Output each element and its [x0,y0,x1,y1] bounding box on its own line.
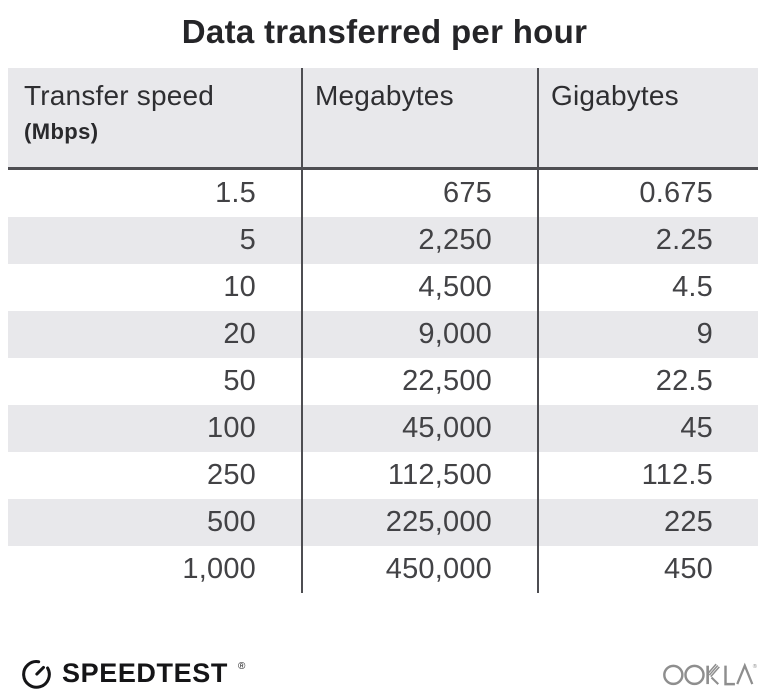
cell-speed: 500 [8,499,302,546]
table-row: 10 4,500 4.5 [8,264,758,311]
cell-megabytes: 112,500 [301,452,538,499]
cell-megabytes: 22,500 [301,358,538,405]
ookla-wordmark-icon: ® [663,658,757,688]
cell-megabytes: 9,000 [301,311,538,358]
table-row: 250 112,500 112.5 [8,452,758,499]
registered-mark: ® [237,660,246,672]
cell-gigabytes: 9 [537,311,758,358]
cell-speed: 250 [8,452,302,499]
table-row: 5 2,250 2.25 [8,217,758,264]
column-header-gigabytes: Gigabytes [537,68,758,170]
column-header-transfer-speed: Transfer speed (Mbps) [8,68,302,170]
cell-speed: 10 [8,264,302,311]
cell-gigabytes: 225 [537,499,758,546]
cell-speed: 1,000 [8,546,302,593]
cell-gigabytes: 112.5 [537,452,758,499]
cell-megabytes: 450,000 [301,546,538,593]
data-table: Transfer speed (Mbps) Megabytes Gigabyte… [8,68,758,593]
table-row: 1,000 450,000 450 [8,546,758,593]
cell-megabytes: 675 [301,168,538,217]
cell-gigabytes: 22.5 [537,358,758,405]
ookla-logo: ® OOKLA® [663,658,757,688]
cell-speed: 100 [8,405,302,452]
speedtest-wordmark: SPEEDTEST [62,657,228,688]
speedtest-gauge-icon [20,657,53,690]
column-header-megabytes: Megabytes [301,68,538,170]
cell-gigabytes: 450 [537,546,758,593]
table-row: 100 45,000 45 [8,405,758,452]
table-row: 50 22,500 22.5 [8,358,758,405]
cell-gigabytes: 4.5 [537,264,758,311]
footer: SPEEDTEST ® ® OOKLA® [20,652,757,694]
table-row: 500 225,000 225 [8,499,758,546]
header-row: Transfer speed (Mbps) Megabytes Gigabyte… [8,68,758,170]
cell-megabytes: 4,500 [301,264,538,311]
cell-megabytes: 225,000 [301,499,538,546]
cell-megabytes: 2,250 [301,217,538,264]
cell-gigabytes: 0.675 [537,168,758,217]
cell-megabytes: 45,000 [301,405,538,452]
cell-gigabytes: 45 [537,405,758,452]
cell-speed: 1.5 [8,168,302,217]
table-row: 1.5 675 0.675 [8,168,758,217]
svg-text:®: ® [753,663,757,670]
cell-speed: 20 [8,311,302,358]
column-header-label: Transfer speed [24,80,215,111]
cell-speed: 50 [8,358,302,405]
cell-speed: 5 [8,217,302,264]
cell-gigabytes: 2.25 [537,217,758,264]
column-header-unit: (Mbps) [24,119,99,144]
speedtest-logo: SPEEDTEST ® [20,657,245,690]
page-title: Data transferred per hour [181,13,588,50]
table-row: 20 9,000 9 [8,311,758,358]
